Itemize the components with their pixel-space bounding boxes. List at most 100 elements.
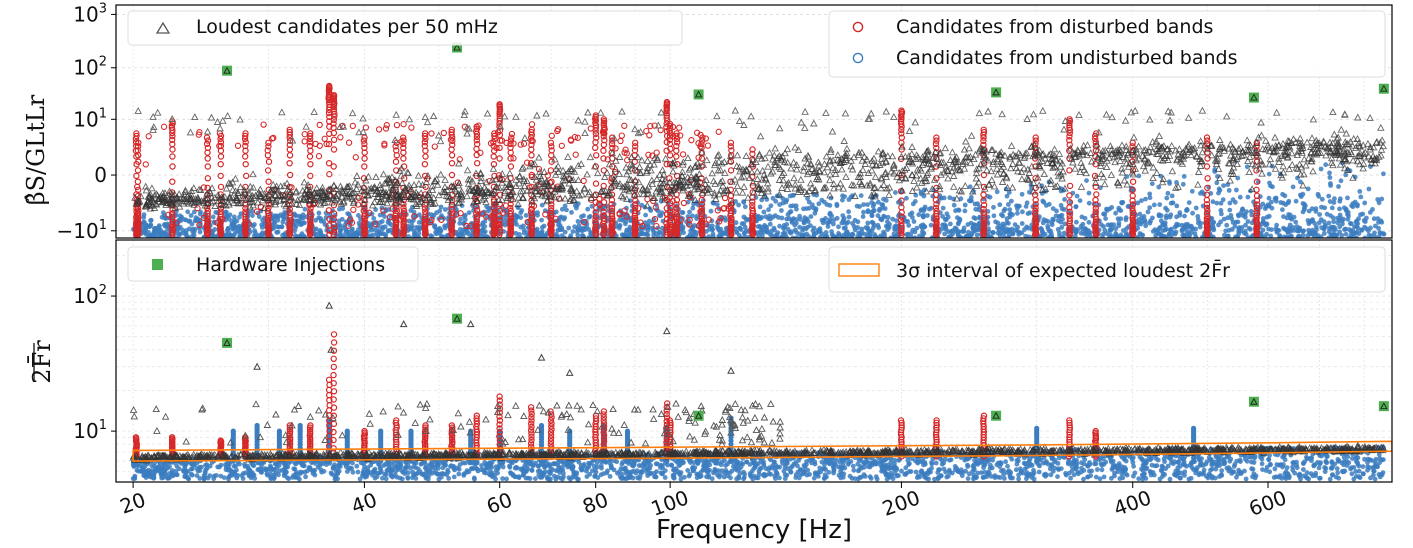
undisturbed-point <box>1301 205 1307 211</box>
undisturbed-point <box>293 218 299 224</box>
undisturbed-point <box>1367 210 1373 215</box>
undisturbed-point <box>783 234 789 238</box>
undisturbed-point <box>1233 219 1239 225</box>
undisturbed-point <box>1241 230 1247 236</box>
undisturbed-point <box>840 197 845 203</box>
undisturbed-point <box>1294 224 1300 230</box>
undisturbed-point <box>616 223 622 229</box>
undisturbed-point <box>518 215 524 221</box>
undisturbed-point <box>953 208 958 214</box>
undisturbed-point <box>737 225 743 231</box>
undisturbed-point <box>1211 227 1217 233</box>
undisturbed-point <box>916 212 922 218</box>
undisturbed-point <box>1174 180 1179 185</box>
undisturbed-point <box>794 206 799 212</box>
undisturbed-point <box>888 235 894 238</box>
undisturbed-point <box>162 222 167 228</box>
undisturbed-point <box>465 229 470 235</box>
undisturbed-point <box>482 219 488 224</box>
undisturbed-point <box>1086 200 1092 206</box>
undisturbed-point <box>849 233 855 238</box>
undisturbed-point <box>1199 189 1205 195</box>
undisturbed-point <box>195 217 201 223</box>
undisturbed-point <box>976 226 982 232</box>
undisturbed-point <box>238 211 244 217</box>
undisturbed-point <box>1322 222 1328 228</box>
undisturbed-point <box>987 194 993 200</box>
undisturbed-point <box>1314 227 1319 233</box>
undisturbed-point <box>1366 232 1372 238</box>
undisturbed-point <box>143 232 149 237</box>
undisturbed-point <box>182 217 187 222</box>
undisturbed-point <box>298 215 304 221</box>
undisturbed-point <box>1243 222 1248 228</box>
undisturbed-point <box>1226 227 1232 233</box>
undisturbed-point <box>1281 214 1286 220</box>
undisturbed-point <box>1358 194 1364 200</box>
undisturbed-point <box>645 232 651 238</box>
undisturbed-point <box>881 213 887 219</box>
undisturbed-point <box>991 204 996 210</box>
undisturbed-point <box>523 213 529 218</box>
undisturbed-point <box>860 214 866 220</box>
undisturbed-point <box>961 229 967 234</box>
undisturbed-point <box>862 231 868 237</box>
undisturbed-point <box>1058 203 1064 208</box>
undisturbed-point <box>1330 215 1336 221</box>
undisturbed-point <box>867 228 872 234</box>
undisturbed-point <box>734 229 740 235</box>
undisturbed-point <box>784 216 790 222</box>
undisturbed-point <box>1260 227 1266 233</box>
undisturbed-point <box>354 232 360 238</box>
undisturbed-point <box>185 209 191 215</box>
undisturbed-point <box>776 215 781 220</box>
undisturbed-point <box>1001 227 1007 233</box>
undisturbed-point <box>225 227 230 233</box>
undisturbed-point <box>1354 235 1359 238</box>
undisturbed-point <box>1355 221 1361 227</box>
undisturbed-point <box>299 231 305 237</box>
undisturbed-point <box>586 214 592 220</box>
undisturbed-point <box>1156 212 1162 218</box>
undisturbed-point <box>742 234 748 238</box>
undisturbed-point <box>1240 207 1245 213</box>
undisturbed-point <box>313 226 319 232</box>
undisturbed-point <box>197 229 203 235</box>
undisturbed-point <box>337 228 343 234</box>
undisturbed-point <box>914 225 920 231</box>
undisturbed-point <box>907 212 913 217</box>
undisturbed-point <box>347 233 353 238</box>
undisturbed-point <box>442 225 448 231</box>
undisturbed-point <box>1352 224 1357 230</box>
undisturbed-point <box>1266 171 1272 177</box>
undisturbed-point <box>434 227 440 233</box>
undisturbed-point <box>827 212 833 217</box>
undisturbed-point <box>1078 230 1084 236</box>
undisturbed-point <box>1137 211 1143 217</box>
undisturbed-point <box>906 223 912 228</box>
undisturbed-point <box>459 231 464 237</box>
undisturbed-point <box>1290 184 1296 190</box>
undisturbed-point <box>793 220 799 226</box>
undisturbed-point <box>885 214 891 220</box>
undisturbed-point <box>1138 232 1144 238</box>
undisturbed-point <box>568 233 574 238</box>
undisturbed-point <box>482 224 488 229</box>
undisturbed-point <box>927 206 932 212</box>
undisturbed-point <box>1077 198 1083 204</box>
undisturbed-point <box>1337 224 1343 230</box>
undisturbed-point <box>690 205 696 211</box>
undisturbed-point <box>1266 195 1272 201</box>
undisturbed-point <box>1006 220 1011 226</box>
undisturbed-point <box>1186 234 1191 238</box>
undisturbed-point <box>378 231 384 237</box>
undisturbed-point <box>808 214 814 220</box>
undisturbed-point <box>757 204 763 210</box>
undisturbed-point <box>210 214 216 220</box>
undisturbed-point <box>1058 219 1064 225</box>
undisturbed-point <box>1338 178 1344 184</box>
undisturbed-point <box>694 230 699 236</box>
undisturbed-point <box>947 195 953 201</box>
undisturbed-point <box>1139 219 1145 225</box>
undisturbed-point <box>1200 234 1205 238</box>
